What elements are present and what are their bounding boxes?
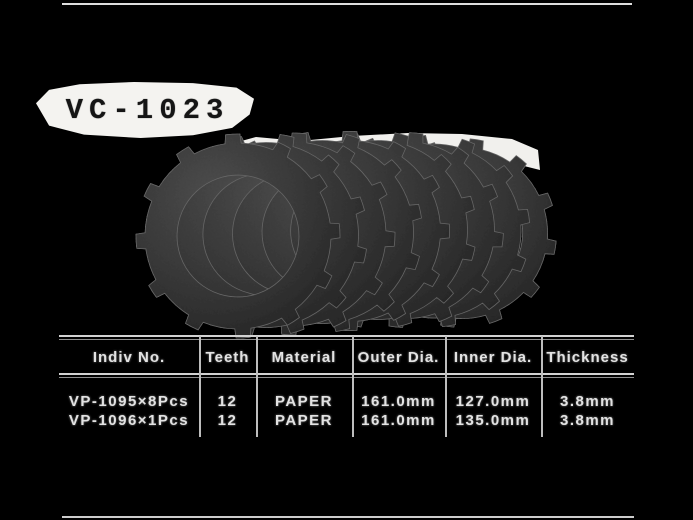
col-header-thickness: Thickness <box>546 348 629 366</box>
product-code-title: VC-1023 <box>65 93 230 127</box>
cell-teeth: 12 <box>217 392 238 410</box>
col-header-outer-dia: Outer Dia. <box>357 348 440 366</box>
cell-inner-dia: 135.0mm <box>455 411 531 429</box>
col-header-teeth: Teeth <box>205 348 250 366</box>
bottom-frame-line <box>62 516 634 518</box>
header-divider-line <box>59 373 634 375</box>
col-header-inner-dia: Inner Dia. <box>453 348 533 366</box>
column-divider-4 <box>445 336 447 437</box>
top-frame-line <box>62 3 632 5</box>
cell-outer-dia: 161.0mm <box>361 411 436 429</box>
column-divider-1 <box>199 336 201 437</box>
cell-indiv-no: VP-1096×1Pcs <box>68 411 190 429</box>
cell-inner-dia: 127.0mm <box>455 392 531 410</box>
column-divider-3 <box>352 336 354 437</box>
table-top-line <box>59 335 634 337</box>
cell-material: PAPER <box>274 411 334 429</box>
col-header-material: Material <box>271 348 337 366</box>
title-background-patch: VC-1023 <box>36 82 254 138</box>
column-divider-5 <box>541 336 543 437</box>
header-divider-line-inner <box>59 377 634 378</box>
table-top-line-inner <box>59 339 634 340</box>
column-divider-2 <box>256 336 258 437</box>
friction-plate-stack <box>135 131 557 339</box>
cell-thickness: 3.8mm <box>559 392 616 410</box>
friction-plate <box>135 133 341 339</box>
cell-outer-dia: 161.0mm <box>361 392 436 410</box>
col-header-indiv-no: Indiv No. <box>92 348 166 366</box>
cell-indiv-no: VP-1095×8Pcs <box>68 392 190 410</box>
cell-thickness: 3.8mm <box>559 411 616 429</box>
cell-teeth: 12 <box>217 411 238 429</box>
cell-material: PAPER <box>274 392 334 410</box>
